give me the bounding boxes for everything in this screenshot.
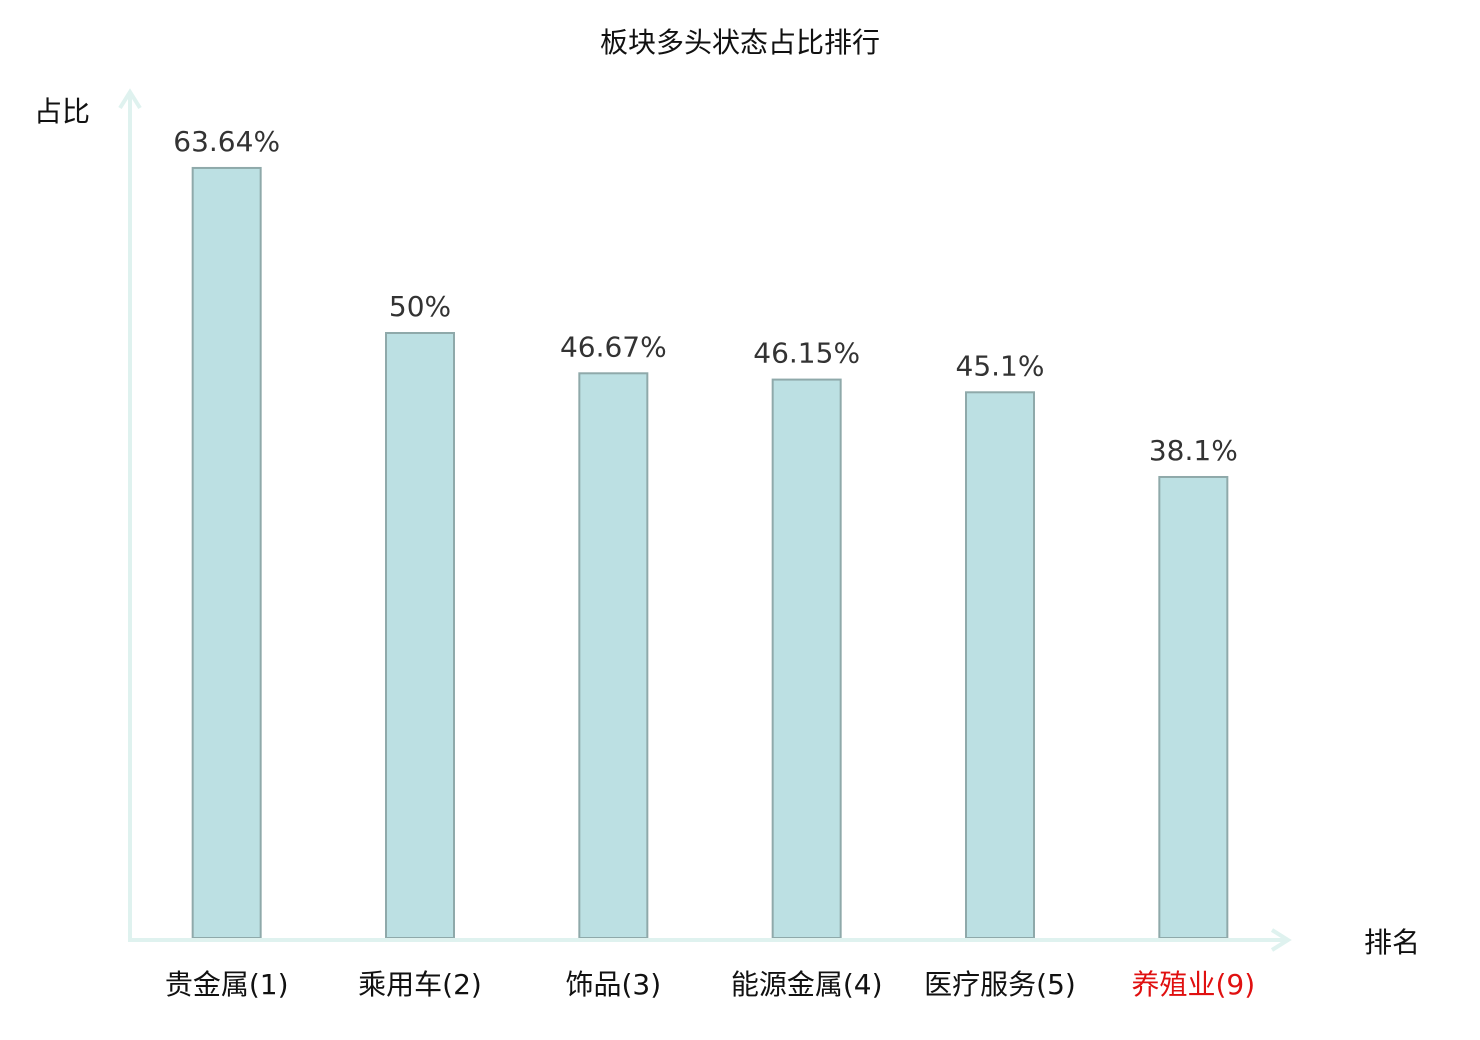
data-label: 46.67% <box>560 330 667 363</box>
data-label: 50% <box>389 290 451 323</box>
x-axis-label: 排名 <box>1364 926 1420 959</box>
data-label: 63.64% <box>173 125 280 158</box>
category-label: 乘用车(2) <box>358 968 482 1001</box>
x-axis-arrow-icon <box>1270 928 1292 952</box>
category-label: 贵金属(1) <box>165 968 289 1001</box>
category-label: 养殖业(9) <box>1131 968 1255 1001</box>
data-label: 38.1% <box>1149 434 1238 467</box>
bar <box>191 166 262 939</box>
category-label: 医疗服务(5) <box>924 968 1076 1001</box>
bar <box>1158 475 1229 939</box>
data-label: 46.15% <box>753 337 860 370</box>
bar <box>385 332 455 939</box>
bar <box>965 391 1035 940</box>
y-axis-label: 占比 <box>34 95 90 128</box>
category-label: 能源金属(4) <box>731 968 883 1001</box>
y-axis <box>118 88 142 940</box>
data-label: 45.1% <box>956 349 1045 382</box>
bar <box>578 372 649 939</box>
y-axis-arrow-icon <box>118 88 142 110</box>
chart-title: 板块多头状态占比排行 <box>600 26 880 59</box>
category-label: 饰品(3) <box>565 968 661 1001</box>
x-axis <box>128 928 1292 952</box>
bars-group: 63.64% 贵金属(1) 50% 乘用车(2) 46.67% 饰品(3) 46.15% 能源… <box>165 125 1255 1001</box>
bar <box>771 378 842 939</box>
